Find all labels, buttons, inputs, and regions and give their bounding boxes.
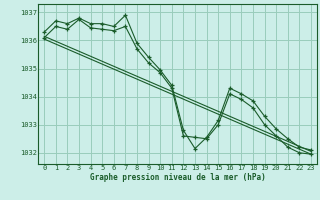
X-axis label: Graphe pression niveau de la mer (hPa): Graphe pression niveau de la mer (hPa) bbox=[90, 173, 266, 182]
